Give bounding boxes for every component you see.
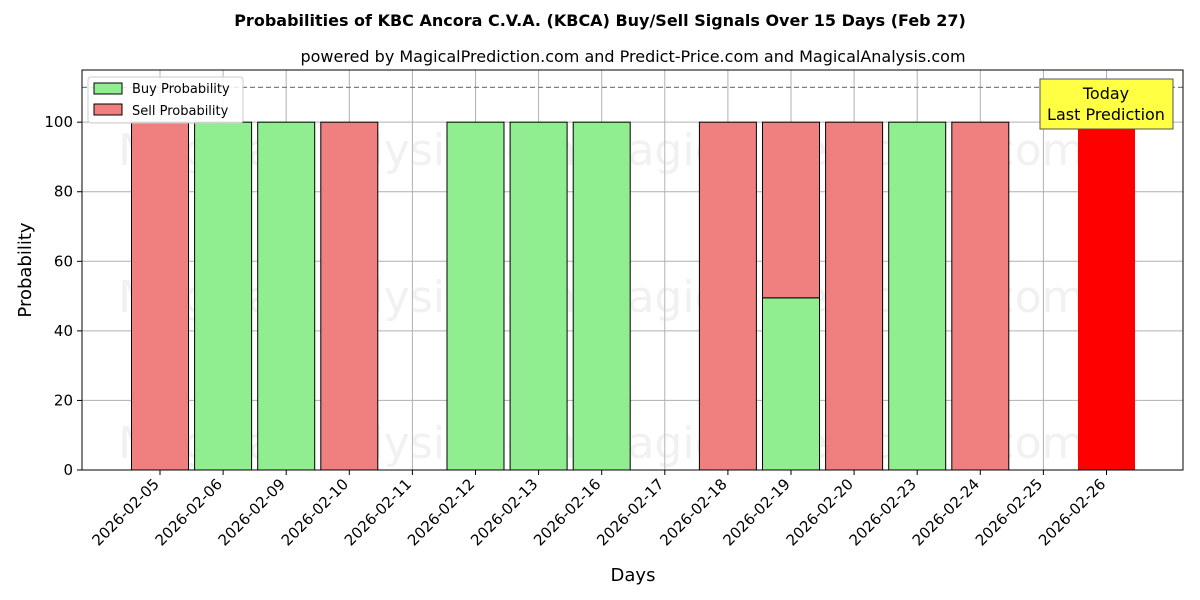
y-axis-label: Probability (15, 222, 36, 317)
bar-buy (762, 297, 820, 471)
bar-sell (825, 121, 884, 471)
x-tick-label: 2026-02-11 (341, 475, 415, 549)
bar-sell (131, 121, 189, 471)
legend-swatch-buy (93, 82, 123, 95)
x-tick-label: 2026-02-13 (467, 475, 541, 549)
y-tick-label: 0 (63, 461, 73, 479)
y-tick-label: 60 (54, 252, 73, 270)
legend: Buy Probability Sell Probability (87, 76, 244, 124)
today-annotation: Today Last Prediction (1039, 78, 1174, 130)
plot-frame (81, 69, 1184, 471)
bar-buy (888, 121, 947, 471)
y-tick-label: 80 (54, 183, 73, 201)
bar-sell (320, 121, 379, 471)
legend-label-buy: Buy Probability (132, 82, 230, 97)
bar-sell (762, 121, 820, 299)
bar-buy (509, 121, 568, 471)
x-tick-label: 2026-02-06 (152, 475, 226, 549)
x-tick-label: 2026-02-26 (1035, 475, 1109, 549)
x-tick-label: 2026-02-19 (719, 475, 793, 549)
bar-today (1078, 122, 1135, 470)
bar-buy (257, 121, 316, 471)
annotation-line-1: Today (1082, 84, 1129, 103)
legend-label-sell: Sell Probability (132, 104, 229, 119)
x-tick-label: 2026-02-23 (846, 475, 920, 549)
chart-subtitle: powered by MagicalPrediction.com and Pre… (300, 47, 965, 66)
x-tick-label: 2026-02-20 (783, 475, 857, 549)
annotation-line-2: Last Prediction (1047, 105, 1165, 124)
x-tick-label: 2026-02-16 (530, 475, 604, 549)
x-tick-label: 2026-02-05 (88, 475, 162, 549)
bar-sell (698, 121, 757, 471)
bars (131, 121, 1135, 471)
bar-sell (951, 121, 1010, 471)
x-tick-label: 2026-02-17 (593, 475, 667, 549)
bar-buy (572, 121, 631, 471)
y-tick-label: 100 (44, 113, 73, 131)
x-tick-label: 2026-02-10 (278, 475, 352, 549)
legend-box (87, 76, 244, 124)
x-axis-label: Days (611, 565, 656, 586)
x-tick-label: 2026-02-09 (215, 475, 289, 549)
x-axis: 2026-02-052026-02-062026-02-092026-02-10… (88, 470, 1109, 549)
y-axis: 0 20 40 60 80 100 (44, 113, 82, 479)
bar-buy (446, 121, 505, 471)
legend-swatch-sell (93, 103, 123, 116)
x-tick-label: 2026-02-24 (909, 475, 983, 549)
x-tick-label: 2026-02-12 (404, 475, 478, 549)
x-tick-label: 2026-02-25 (972, 475, 1046, 549)
y-tick-label: 20 (54, 391, 73, 409)
chart-title: Probabilities of KBC Ancora C.V.A. (KBCA… (234, 11, 966, 30)
x-tick-label: 2026-02-18 (656, 475, 730, 549)
annotation-box (1039, 78, 1174, 130)
bar-buy (194, 121, 253, 471)
y-tick-label: 40 (54, 322, 73, 340)
